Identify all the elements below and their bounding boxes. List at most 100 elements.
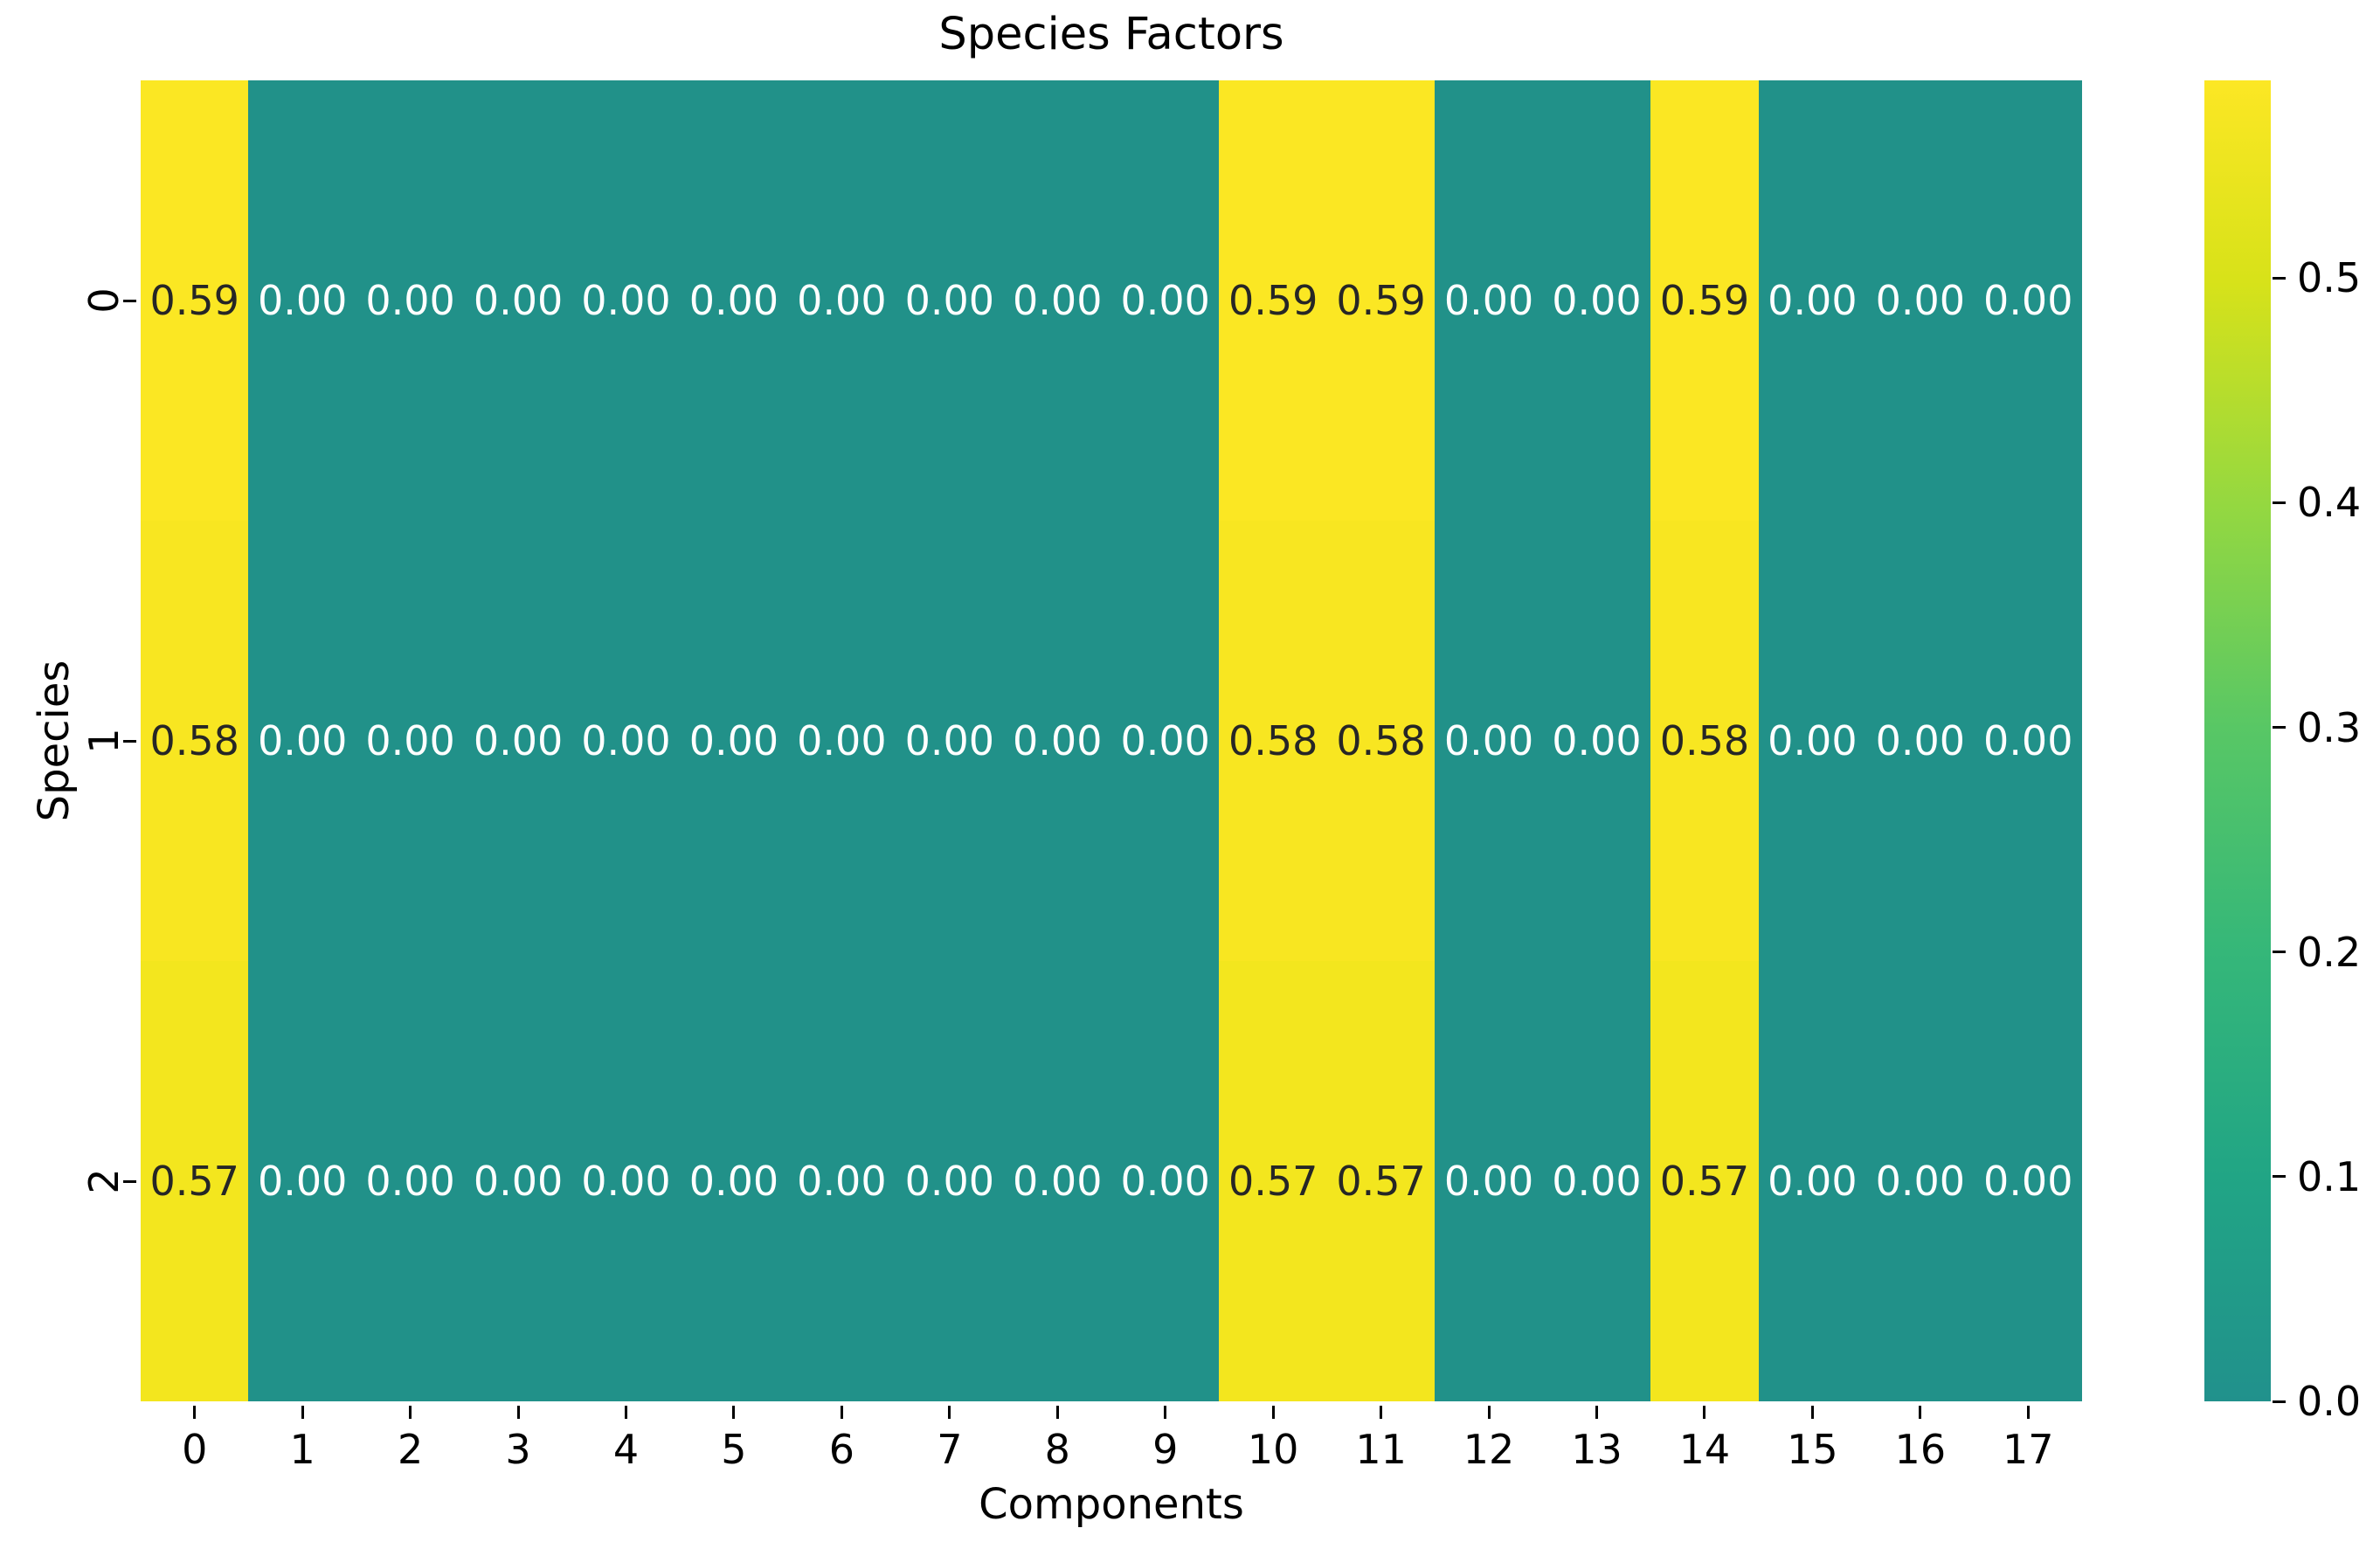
heatmap-cell: 0.00 xyxy=(464,80,572,521)
cell-value: 0.58 xyxy=(1659,717,1750,764)
cell-value: 0.00 xyxy=(797,717,887,764)
colorbar-tick-label: 0.3 xyxy=(2297,703,2362,751)
cell-value: 0.00 xyxy=(1768,277,1858,324)
cell-value: 0.00 xyxy=(1013,717,1103,764)
cell-value: 0.00 xyxy=(257,277,348,324)
heatmap-cell: 0.58 xyxy=(1650,521,1759,961)
heatmap-cell: 0.59 xyxy=(141,80,249,521)
heatmap-cell: 0.00 xyxy=(248,521,356,961)
cell-value: 0.00 xyxy=(581,717,671,764)
heatmap-cell: 0.00 xyxy=(1758,961,1867,1401)
x-tick-label: 11 xyxy=(1355,1426,1407,1473)
colorbar-tick-label: 0.4 xyxy=(2297,479,2362,527)
heatmap-cell: 0.00 xyxy=(680,80,788,521)
cell-value: 0.59 xyxy=(1336,277,1426,324)
cell-value: 0.58 xyxy=(1336,717,1426,764)
heatmap-cell: 0.00 xyxy=(1435,80,1543,521)
heatmap-cell: 0.00 xyxy=(787,521,896,961)
x-tick-mark xyxy=(1703,1406,1706,1419)
x-tick-label: 10 xyxy=(1247,1426,1299,1473)
heatmap-cell: 0.00 xyxy=(571,80,681,521)
heatmap-cell: 0.00 xyxy=(1435,961,1543,1401)
heatmap-cell: 0.58 xyxy=(1326,521,1436,961)
y-tick-mark xyxy=(123,739,136,743)
colorbar-tick-label: 0.5 xyxy=(2297,254,2362,302)
cell-value: 0.00 xyxy=(581,1158,671,1205)
x-tick-mark xyxy=(1055,1406,1059,1419)
cell-value: 0.57 xyxy=(1659,1158,1750,1205)
heatmap-cell: 0.00 xyxy=(1003,80,1111,521)
heatmap-cell: 0.00 xyxy=(356,80,465,521)
cell-value: 0.57 xyxy=(1336,1158,1426,1205)
heatmap-cell: 0.00 xyxy=(1542,961,1651,1401)
cell-value: 0.00 xyxy=(688,717,779,764)
cell-value: 0.00 xyxy=(1983,717,2073,764)
heatmap-cell: 0.00 xyxy=(896,961,1004,1401)
x-axis-label: Components xyxy=(979,1480,1244,1529)
x-tick-label: 17 xyxy=(2002,1426,2054,1473)
cell-value: 0.00 xyxy=(1013,277,1103,324)
heatmap-cell: 0.00 xyxy=(1866,961,1975,1401)
x-tick-mark xyxy=(1919,1406,1922,1419)
y-tick-mark xyxy=(123,1179,136,1183)
heatmap-cell: 0.00 xyxy=(248,961,356,1401)
cell-value: 0.00 xyxy=(1552,1158,1642,1205)
heatmap-cell: 0.59 xyxy=(1326,80,1436,521)
heatmap-cell: 0.00 xyxy=(1758,80,1867,521)
heatmap-cell: 0.00 xyxy=(896,521,1004,961)
cell-value: 0.00 xyxy=(365,717,455,764)
heatmap-cell: 0.00 xyxy=(1974,80,2082,521)
cell-value: 0.57 xyxy=(149,1158,239,1205)
cell-value: 0.57 xyxy=(1228,1158,1318,1205)
colorbar-tick-mark xyxy=(2273,276,2286,280)
cell-value: 0.00 xyxy=(365,277,455,324)
x-tick-label: 13 xyxy=(1571,1426,1622,1473)
cell-value: 0.59 xyxy=(149,277,239,324)
cell-value: 0.00 xyxy=(1875,277,1966,324)
heatmap-cell: 0.00 xyxy=(464,521,572,961)
x-tick-label: 6 xyxy=(828,1426,855,1473)
heatmap-cell: 0.58 xyxy=(141,521,249,961)
heatmap-cell: 0.57 xyxy=(1650,961,1759,1401)
cell-value: 0.00 xyxy=(1983,277,2073,324)
x-tick-mark xyxy=(193,1406,197,1419)
x-tick-mark xyxy=(732,1406,736,1419)
x-tick-mark xyxy=(1810,1406,1814,1419)
cell-value: 0.00 xyxy=(797,1158,887,1205)
cell-value: 0.00 xyxy=(904,717,995,764)
cell-value: 0.00 xyxy=(473,717,564,764)
heatmap-cell: 0.00 xyxy=(1866,521,1975,961)
x-tick-label: 2 xyxy=(397,1426,424,1473)
cell-value: 0.00 xyxy=(1443,1158,1534,1205)
x-tick-label: 9 xyxy=(1152,1426,1179,1473)
cell-value: 0.00 xyxy=(581,277,671,324)
cell-value: 0.00 xyxy=(1443,717,1534,764)
cell-value: 0.00 xyxy=(688,277,779,324)
heatmap-cell: 0.00 xyxy=(1866,80,1975,521)
colorbar xyxy=(2204,80,2271,1401)
cell-value: 0.00 xyxy=(1120,277,1210,324)
cell-value: 0.59 xyxy=(1659,277,1750,324)
y-tick-label: 2 xyxy=(80,1168,128,1194)
cell-value: 0.00 xyxy=(1983,1158,2073,1205)
heatmap-cell: 0.00 xyxy=(1110,80,1220,521)
cell-value: 0.00 xyxy=(257,1158,348,1205)
cell-value: 0.00 xyxy=(797,277,887,324)
x-tick-label: 3 xyxy=(505,1426,531,1473)
cell-value: 0.58 xyxy=(1228,717,1318,764)
x-tick-label: 15 xyxy=(1787,1426,1838,1473)
heatmap-cell: 0.00 xyxy=(1758,521,1867,961)
heatmap-cell: 0.00 xyxy=(1435,521,1543,961)
cell-value: 0.00 xyxy=(1120,1158,1210,1205)
x-tick-mark xyxy=(516,1406,520,1419)
colorbar-tick-mark xyxy=(2273,726,2286,730)
colorbar-tick-mark xyxy=(2273,951,2286,954)
y-tick-label: 1 xyxy=(80,728,128,754)
x-tick-label: 4 xyxy=(612,1426,640,1473)
cell-value: 0.00 xyxy=(473,277,564,324)
cell-value: 0.00 xyxy=(1768,717,1858,764)
cell-value: 0.00 xyxy=(1552,277,1642,324)
x-tick-label: 7 xyxy=(937,1426,963,1473)
x-tick-mark xyxy=(840,1406,843,1419)
x-tick-label: 5 xyxy=(721,1426,747,1473)
